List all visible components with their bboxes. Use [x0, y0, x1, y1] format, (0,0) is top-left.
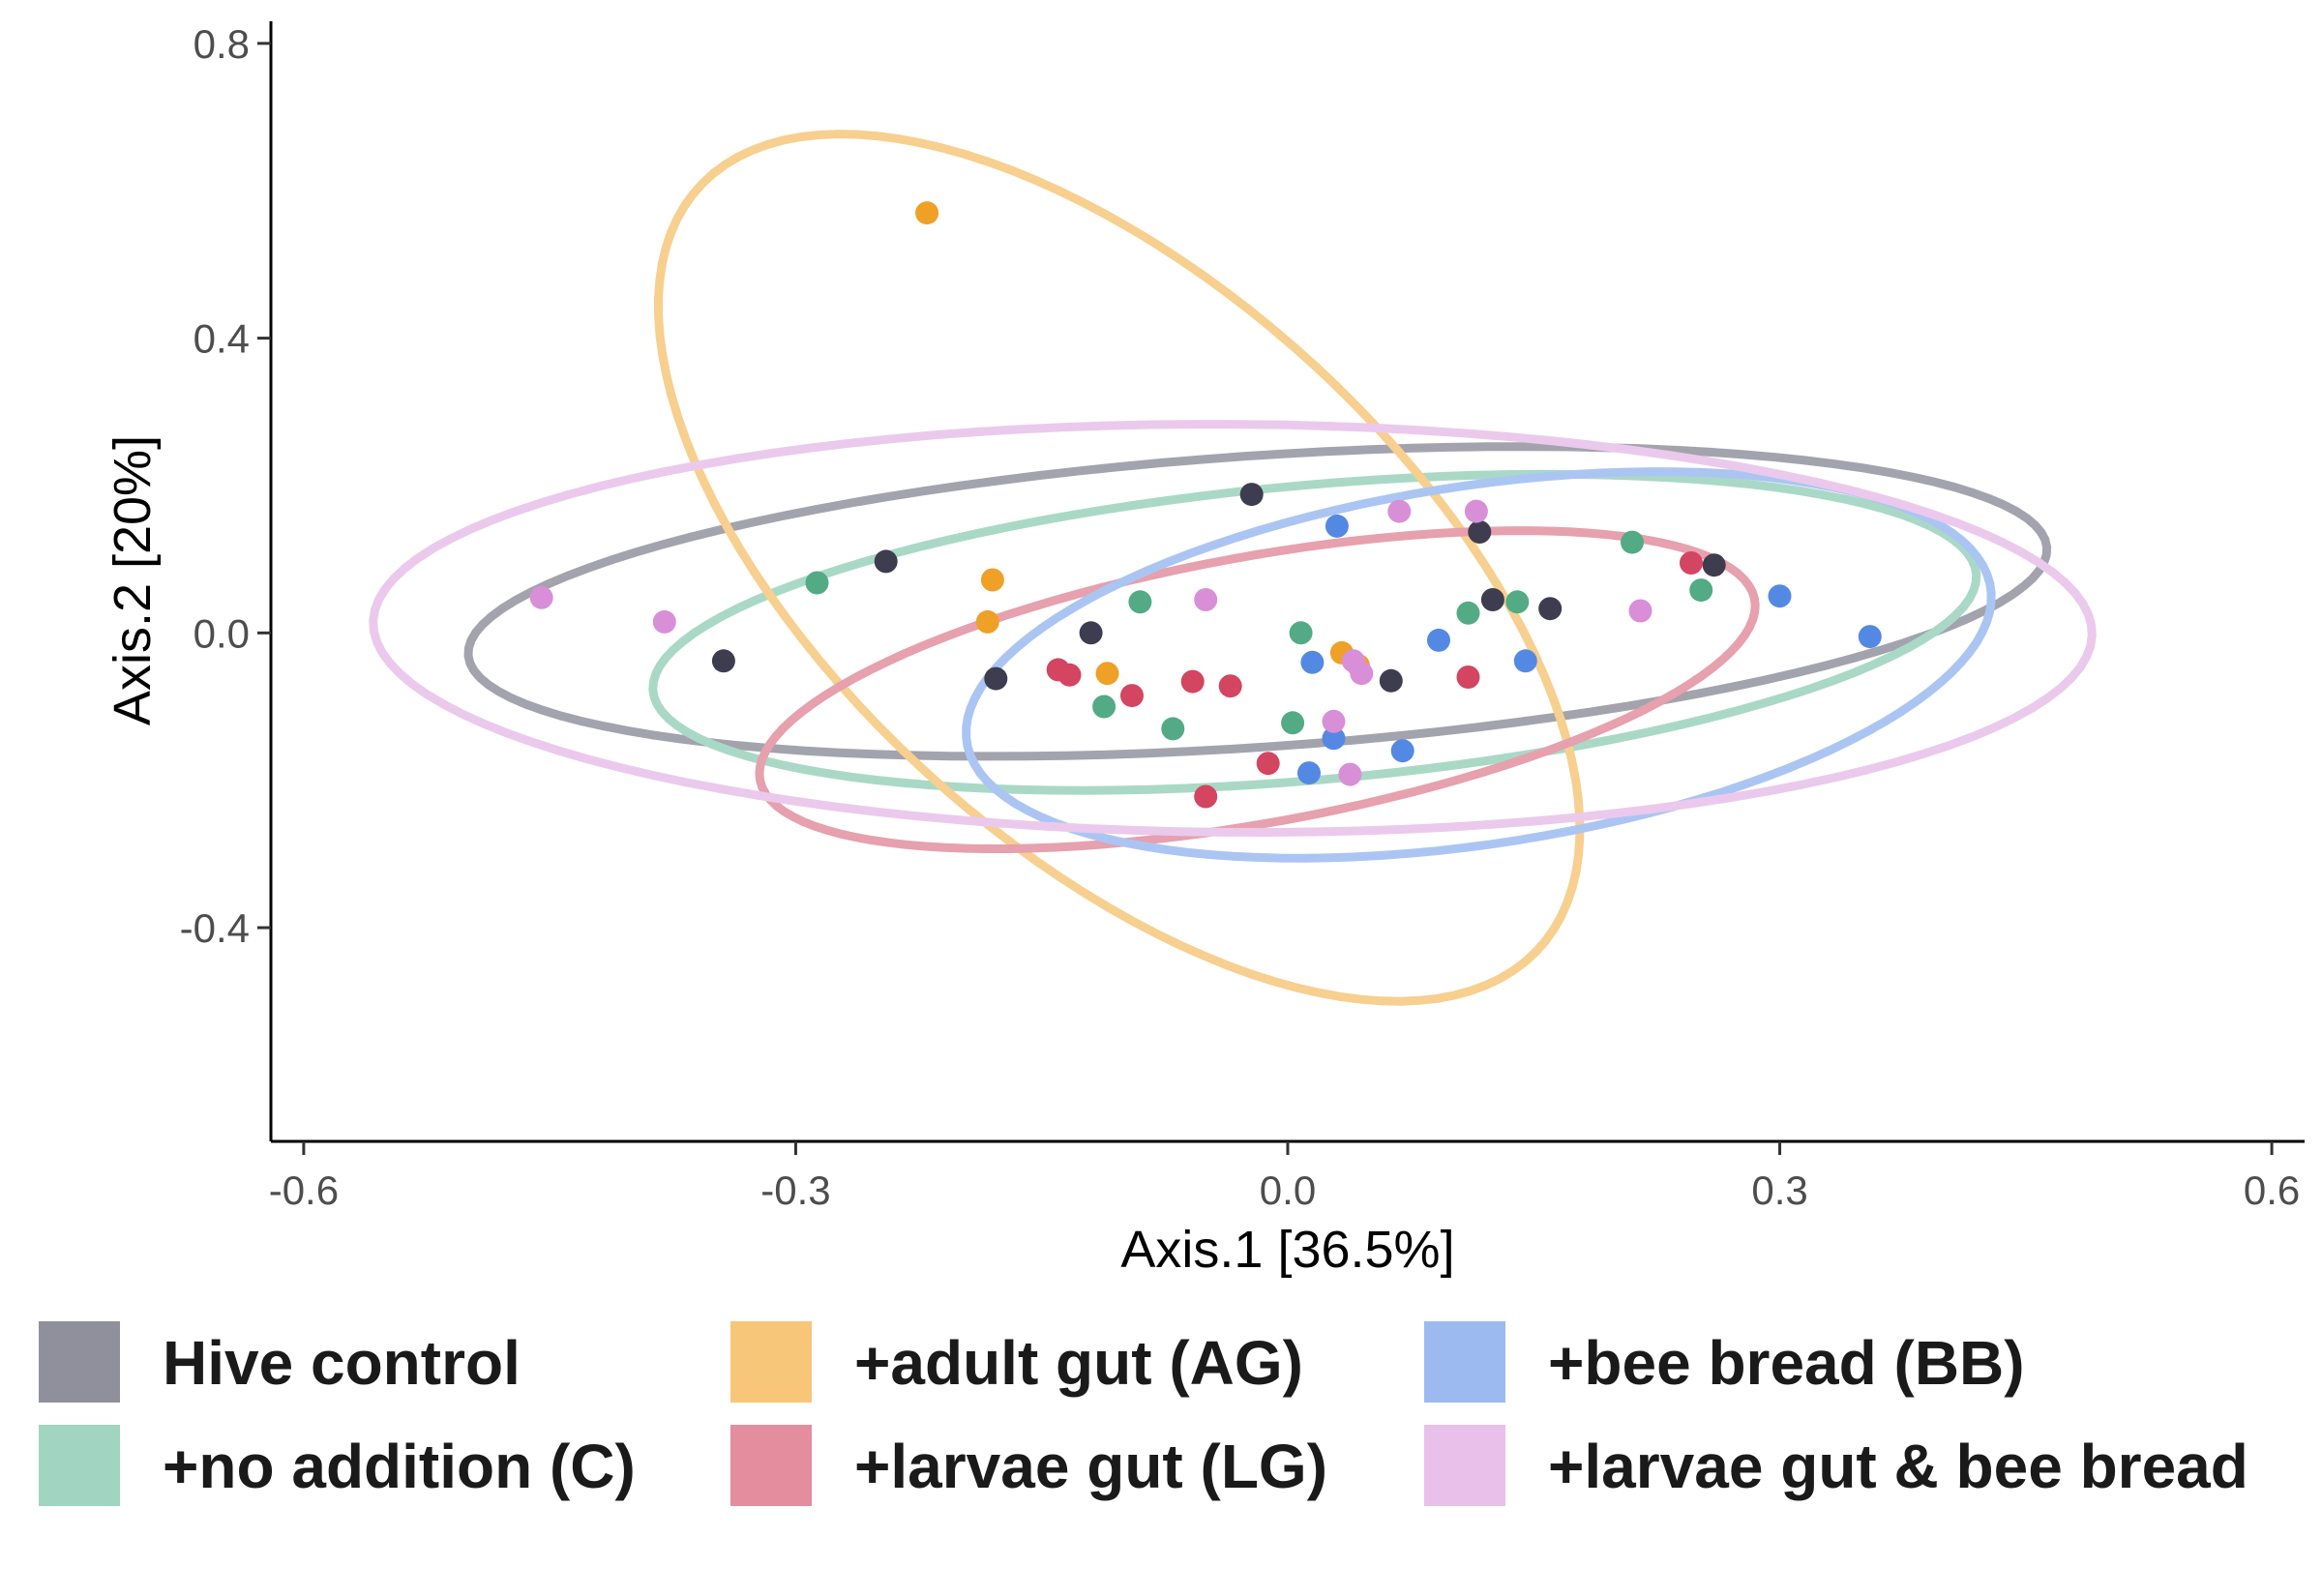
- ellipse-adult-gut-ag: [653, 130, 1585, 1006]
- y-axis-title: Axis.2 [20%]: [104, 435, 162, 725]
- ellipse-bee-bread-bb: [962, 467, 1996, 863]
- point-larvae-gut-lg: [1680, 551, 1703, 575]
- point-adult-gut-ag: [1095, 662, 1119, 686]
- x-tick-label: -0.3: [760, 1167, 830, 1213]
- confidence-ellipses: [369, 130, 2097, 1006]
- point-bee-bread-bb: [1322, 726, 1346, 751]
- point-bee-bread-bb: [1858, 625, 1882, 649]
- point-larvae-gut-bee-bread: [1338, 762, 1362, 786]
- point-hive-control: [1480, 588, 1504, 611]
- point-larvae-gut-bee-bread: [529, 585, 553, 609]
- point-no-addition-c: [1092, 695, 1116, 719]
- point-bee-bread-bb: [1768, 584, 1792, 608]
- point-no-addition-c: [1505, 590, 1530, 614]
- point-no-addition-c: [1161, 717, 1185, 741]
- axis-ticks: -0.6 -0.3 0.0 0.3 0.6 -0.4 0.0 0.4 0.8: [180, 21, 2301, 1213]
- point-bee-bread-bb: [1297, 761, 1321, 785]
- point-larvae-gut-lg: [1256, 752, 1280, 776]
- legend-swatch-adult-gut-ag: [730, 1321, 812, 1403]
- point-no-addition-c: [1128, 590, 1152, 614]
- point-hive-control: [1379, 668, 1403, 693]
- ellipse-larvae-gut-lg: [755, 526, 1760, 853]
- legend-label-larvae-gut-lg: +larvae gut (LG): [854, 1432, 1327, 1501]
- point-no-addition-c: [1456, 601, 1480, 625]
- point-hive-control: [1468, 520, 1492, 544]
- point-larvae-gut-bee-bread: [1387, 499, 1412, 523]
- point-larvae-gut-bee-bread: [1350, 662, 1374, 686]
- y-tick-label: 0.4: [194, 316, 250, 362]
- ellipse-larvae-gut-bee-bread: [369, 420, 2097, 838]
- y-tick-label: 0.0: [194, 610, 250, 656]
- point-bee-bread-bb: [1325, 514, 1349, 538]
- point-larvae-gut-lg: [1194, 784, 1218, 809]
- x-tick-label: 0.3: [1751, 1167, 1807, 1213]
- legend-swatch-hive-control: [39, 1321, 120, 1403]
- point-no-addition-c: [1621, 530, 1644, 554]
- legend-label-no-addition-c: +no addition (C): [163, 1432, 636, 1501]
- point-bee-bread-bb: [1390, 739, 1414, 763]
- point-larvae-gut-lg: [1456, 665, 1480, 689]
- point-hive-control: [1239, 483, 1264, 507]
- x-tick-label: 0.6: [2244, 1167, 2300, 1213]
- point-bee-bread-bb: [1300, 650, 1325, 674]
- legend-label-larvae-gut-bee-bread: +larvae gut & bee bread: [1548, 1432, 2248, 1501]
- x-tick-label: 0.0: [1260, 1167, 1316, 1213]
- point-hive-control: [711, 649, 735, 673]
- point-larvae-gut-lg: [1057, 663, 1082, 687]
- legend-label-bee-bread-bb: +bee bread (BB): [1548, 1328, 2025, 1398]
- point-hive-control: [1538, 597, 1563, 621]
- point-larvae-gut-bee-bread: [1194, 588, 1218, 611]
- legend-swatch-larvae-gut-bee-bread: [1424, 1425, 1505, 1506]
- legend: Hive control +no addition (C) +adult gut (…: [39, 1321, 2248, 1506]
- point-larvae-gut-lg: [1218, 674, 1242, 698]
- point-larvae-gut-bee-bread: [652, 609, 676, 634]
- point-hive-control: [1702, 553, 1726, 577]
- point-no-addition-c: [1289, 621, 1313, 645]
- point-larvae-gut-bee-bread: [1628, 599, 1652, 623]
- legend-label-hive-control: Hive control: [163, 1328, 521, 1398]
- point-bee-bread-bb: [1513, 649, 1537, 673]
- legend-swatch-bee-bread-bb: [1424, 1321, 1505, 1403]
- legend-swatch-no-addition-c: [39, 1425, 120, 1506]
- point-larvae-gut-lg: [1180, 669, 1205, 694]
- point-hive-control: [1079, 621, 1103, 645]
- x-axis-title: Axis.1 [36.5%]: [1120, 1221, 1454, 1279]
- point-hive-control: [984, 666, 1008, 691]
- y-tick-label: -0.4: [180, 905, 250, 951]
- point-adult-gut-ag: [915, 201, 939, 225]
- point-bee-bread-bb: [1427, 628, 1450, 652]
- point-adult-gut-ag: [980, 568, 1004, 592]
- point-no-addition-c: [1281, 711, 1305, 735]
- scatter-points: [529, 201, 1882, 809]
- point-adult-gut-ag: [975, 609, 999, 634]
- point-larvae-gut-lg: [1120, 684, 1144, 708]
- point-no-addition-c: [1689, 578, 1713, 603]
- y-tick-label: 0.8: [194, 21, 250, 67]
- point-larvae-gut-bee-bread: [1464, 499, 1488, 523]
- legend-swatch-larvae-gut-lg: [730, 1425, 812, 1506]
- x-tick-label: -0.6: [269, 1167, 339, 1213]
- point-no-addition-c: [805, 571, 829, 595]
- point-larvae-gut-bee-bread: [1322, 709, 1346, 733]
- axes: [269, 21, 2305, 1143]
- point-hive-control: [874, 549, 898, 574]
- legend-label-adult-gut-ag: +adult gut (AG): [854, 1328, 1303, 1398]
